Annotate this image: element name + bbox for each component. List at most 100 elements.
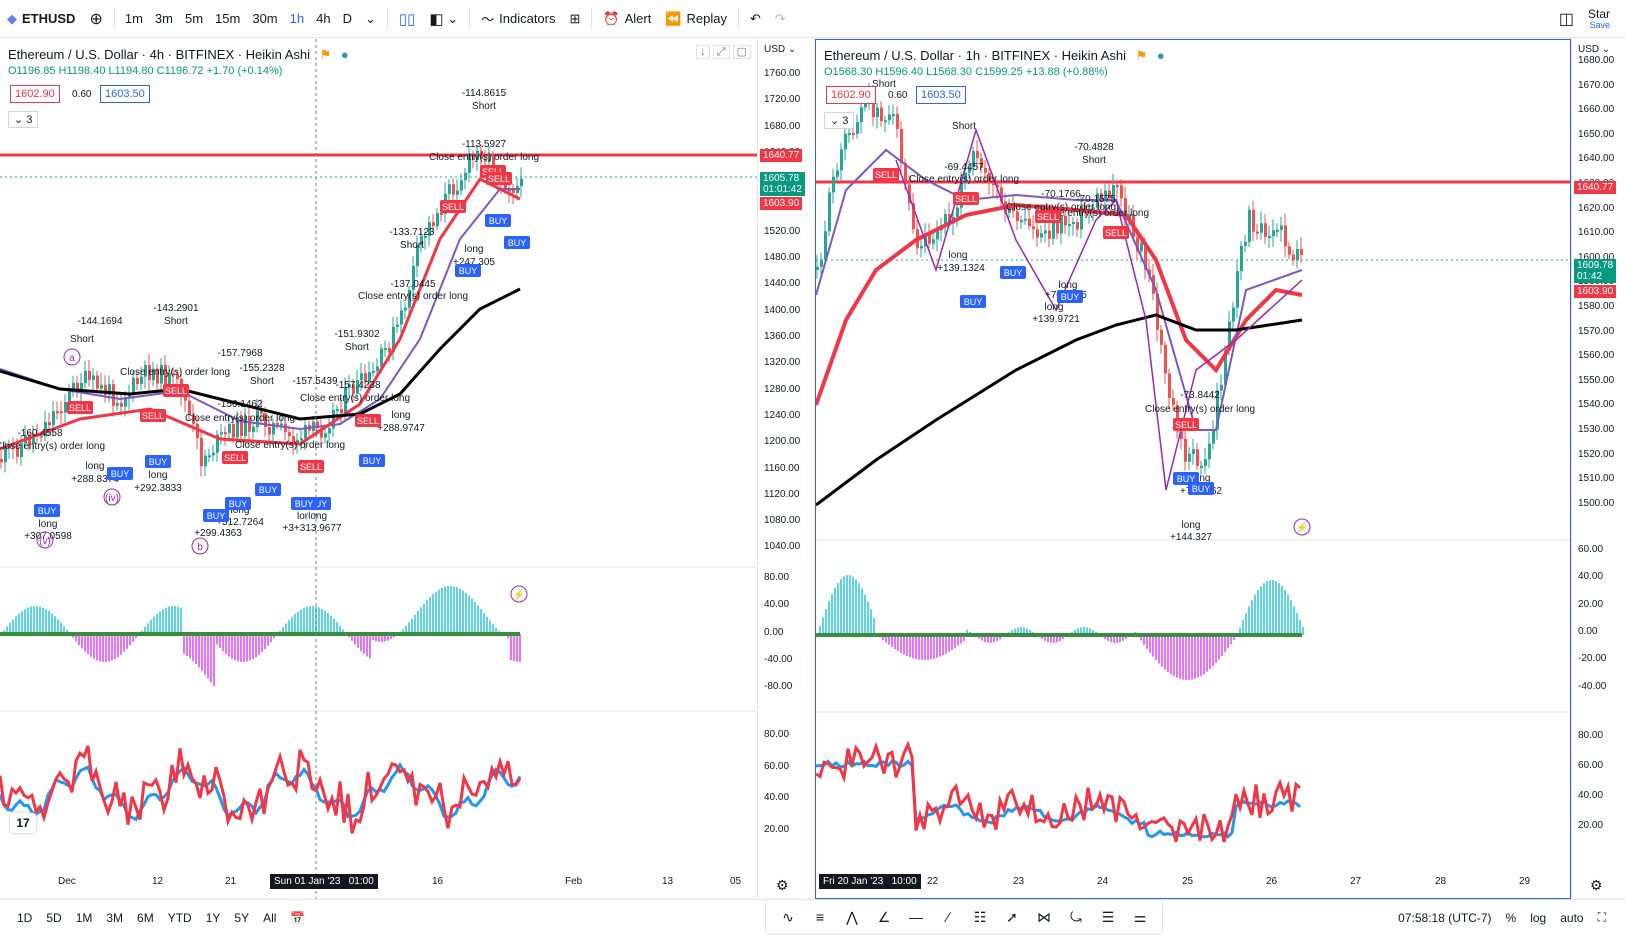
osc-bar — [1050, 635, 1052, 643]
maximize-icon[interactable]: ⤢ — [712, 45, 730, 59]
osc-bar — [156, 613, 158, 634]
left-annotation: +3+313.9677 — [283, 523, 342, 534]
interval-1h[interactable]: 1h — [289, 11, 305, 26]
osc-bar — [36, 606, 38, 634]
date-range-button[interactable]: 📅 — [283, 911, 312, 925]
osc-bar — [195, 634, 197, 665]
left-time-axis[interactable]: Dec 12 21 16 Feb 13 05 Sun 01 Jan '23 01:00 — [0, 872, 757, 896]
undo-button[interactable]: ↶ — [743, 0, 768, 38]
candle-body — [260, 410, 263, 414]
candle-body — [296, 440, 299, 444]
lightning-icon — [1293, 518, 1311, 536]
interval-3m[interactable]: 3m — [154, 11, 173, 26]
gann-fan-icon[interactable]: ∠ — [877, 908, 891, 925]
clock-label[interactable]: 07:58:18 (UTC-7) — [1398, 910, 1492, 925]
right-settings-button[interactable]: ⚙ — [1590, 877, 1603, 894]
left-settings-button[interactable]: ⚙ — [776, 877, 789, 894]
osc-bar — [93, 634, 95, 659]
range-all[interactable]: All — [263, 910, 277, 925]
interval-dropdown[interactable]: ⌄ — [358, 0, 383, 38]
indicators-button[interactable]: 〜 Indicators — [474, 0, 562, 38]
xabcd-icon[interactable]: ⋈ — [1037, 908, 1051, 925]
osc-bar — [372, 634, 374, 641]
layout-button[interactable]: ◫ — [1552, 0, 1581, 38]
fib-channel-icon[interactable]: ☰ — [1101, 908, 1115, 925]
fullscreen-icon[interactable]: ⛶ — [1597, 910, 1606, 924]
bar-style-button[interactable]: ▯▯ — [392, 0, 423, 38]
candle-body — [440, 213, 443, 216]
left-collapse-button[interactable]: ⌄ 3 — [8, 111, 39, 128]
candle-body — [324, 433, 327, 438]
fullscreen-icon[interactable]: ▢ — [732, 45, 751, 59]
left-price-tick: 1040.00 — [764, 541, 801, 553]
range-1d[interactable]: 1D — [17, 910, 33, 925]
left-ask-box[interactable]: 1603.50 — [100, 85, 150, 103]
candle-body — [312, 421, 315, 431]
interval-15m[interactable]: 15m — [215, 11, 241, 26]
currency-selector[interactable]: USD ⌄ — [1578, 44, 1611, 55]
currency-selector[interactable]: USD ⌄ — [764, 44, 797, 55]
horizontal-ray-icon[interactable]: — — [909, 909, 923, 925]
osc-bar — [204, 634, 206, 675]
candle-body — [128, 393, 131, 399]
right-ask-box[interactable]: 1603.50 — [916, 86, 966, 104]
templates-button[interactable]: ⊞ — [563, 0, 588, 38]
candle-body — [436, 213, 439, 227]
range-5y[interactable]: 5Y — [234, 910, 250, 925]
osc-bar — [909, 635, 911, 658]
fib-timezone-icon[interactable]: ⚌ — [1133, 908, 1147, 925]
osc-bar — [1026, 628, 1028, 635]
percent-toggle[interactable]: % — [1505, 910, 1517, 925]
osc-bar — [330, 615, 332, 634]
range-1m[interactable]: 1M — [75, 910, 93, 925]
candle-body — [1208, 443, 1211, 460]
interval-4h[interactable]: 4h — [316, 11, 331, 26]
candle-body — [1016, 211, 1019, 222]
osc-bar — [987, 635, 989, 643]
chart-type-button[interactable]: ◧ ⌄ — [422, 0, 465, 38]
compare-button[interactable]: ⊕ — [82, 0, 109, 38]
right-chart-pane[interactable]: Short -69.4457 Short Close entry(s) order l… — [815, 39, 1571, 899]
left-price-tick: 1760.00 — [764, 68, 801, 79]
replay-button[interactable]: ⏪ Replay — [658, 0, 734, 38]
interval-D[interactable]: D — [342, 11, 352, 26]
interval-5m[interactable]: 5m — [184, 11, 204, 26]
left-chart-canvas[interactable]: -114.8615 Short -113.5927 Close entry(s) or… — [0, 39, 757, 899]
right-chart-canvas[interactable]: Short -69.4457 Short Close entry(s) order l… — [816, 40, 1570, 898]
left-chart-pane[interactable]: -114.8615 Short -113.5927 Close entry(s) or… — [0, 39, 757, 899]
arrow-down-icon[interactable]: ↓ — [696, 45, 710, 59]
trend-line-icon[interactable]: ∕ — [946, 909, 950, 925]
ray-icon[interactable]: ➚ — [1006, 908, 1018, 925]
right-countdown: 01:42 — [1577, 271, 1603, 282]
spiral-icon[interactable]: ⤿ — [1070, 908, 1082, 925]
auto-toggle[interactable]: auto — [1560, 910, 1584, 925]
left-price-axis[interactable]: USD ⌄ 1760.001720.001680.001640.001600.0… — [757, 39, 813, 899]
elliott-wave-icon[interactable]: ∿ — [782, 908, 794, 925]
symbol-search[interactable]: ◆ ETHUSD — [0, 0, 82, 38]
interval-1m[interactable]: 1m — [124, 11, 143, 26]
interval-30m[interactable]: 30m — [252, 11, 278, 26]
save-button[interactable]: Star Save — [1581, 0, 1617, 38]
redo-button[interactable]: ↷ — [768, 0, 793, 38]
right-price-axis[interactable]: USD ⌄ 1680.00 1670.00 1660.00 1650.00 1640.0… — [1571, 39, 1625, 899]
osc-bar — [993, 635, 995, 643]
right-collapse-button[interactable]: ⌄ 3 — [824, 112, 855, 129]
range-3m[interactable]: 3M — [106, 910, 124, 925]
right-time-axis[interactable]: 22 23 24 25 26 27 28 29 Fri 20 Jan '23 10:00 — [815, 872, 1571, 896]
right-bid-box[interactable]: 1602.90 — [826, 86, 876, 104]
osc-bar — [171, 606, 173, 634]
log-toggle[interactable]: log — [1530, 910, 1547, 925]
pattern-icon[interactable]: ⋀ — [846, 908, 858, 925]
range-ytd[interactable]: YTD — [167, 910, 192, 925]
candle-body — [972, 151, 975, 168]
candle-body — [1248, 209, 1251, 242]
fib-retracement-icon[interactable]: ≡ — [815, 909, 825, 925]
pitchfork-icon[interactable]: ☷ — [973, 908, 987, 925]
osc-bar — [243, 634, 245, 662]
alert-button[interactable]: ⏰ Alert — [596, 0, 658, 38]
osc-bar — [990, 635, 992, 643]
left-bid-box[interactable]: 1602.90 — [10, 85, 60, 103]
range-6m[interactable]: 6M — [137, 910, 154, 925]
range-5d[interactable]: 5D — [46, 910, 62, 925]
range-1y[interactable]: 1Y — [205, 910, 221, 925]
